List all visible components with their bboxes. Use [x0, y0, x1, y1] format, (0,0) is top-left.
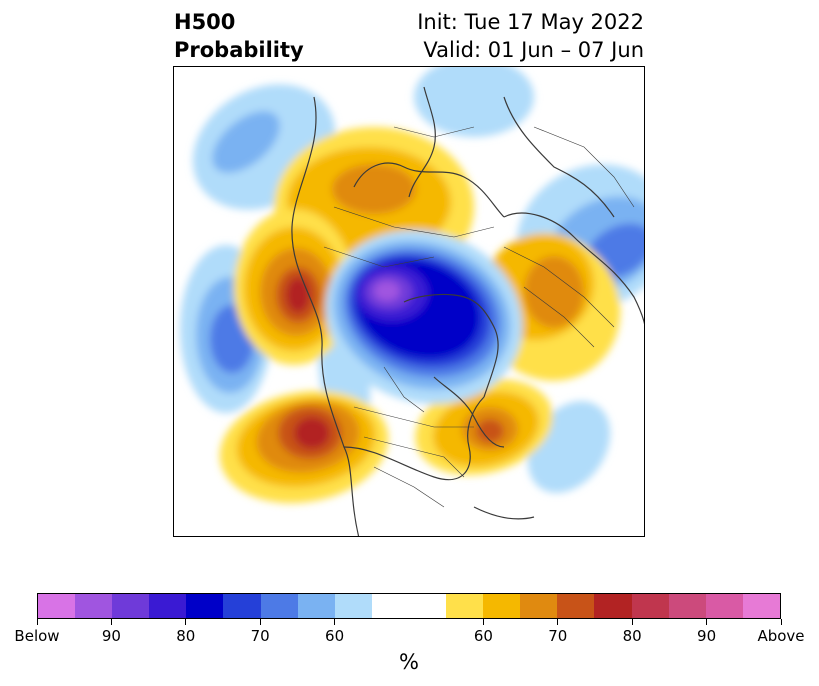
colorbar-tick — [706, 619, 708, 625]
west-russia-high — [477, 233, 621, 381]
colorbar-segment — [742, 594, 780, 618]
colorbar-segment — [446, 594, 484, 618]
colorbar-tick-label: Above — [757, 627, 805, 645]
colorbar-tick-label: 60 — [325, 627, 345, 645]
colorbar-tick-label: 90 — [697, 627, 717, 645]
colorbar-tick — [36, 619, 38, 625]
colorbar-segment — [149, 594, 187, 618]
colorbar-tick-label: Below — [14, 627, 60, 645]
colorbar-segment — [334, 594, 372, 618]
colorbar-tick — [482, 619, 484, 625]
colorbar-tick — [185, 619, 187, 625]
colorbar-segment — [186, 594, 224, 618]
colorbar-segment — [38, 594, 76, 618]
colorbar-segment — [594, 594, 632, 618]
colorbar-segment — [260, 594, 298, 618]
coastlines — [291, 86, 644, 536]
title-left: H500 Probability — [174, 8, 304, 64]
title-right: Init: Tue 17 May 2022 Valid: 01 Jun – 07… — [417, 8, 644, 64]
colorbar-tick — [259, 619, 261, 625]
colorbar-tick — [334, 619, 336, 625]
colorbar-tick-label: 80 — [622, 627, 642, 645]
colorbar-segment — [297, 594, 335, 618]
title-init: Init: Tue 17 May 2022 — [417, 10, 644, 34]
colorbar-segment — [705, 594, 743, 618]
colorbar-segment — [408, 594, 447, 618]
colorbar-segment — [631, 594, 669, 618]
colorbar-units-label: % — [399, 650, 419, 674]
western-europe-high — [234, 209, 354, 365]
colorbar-segment — [520, 594, 558, 618]
colorbar-segment — [668, 594, 706, 618]
east-asia-high — [415, 379, 553, 475]
western-us-high — [219, 390, 389, 504]
colorbar-tick-label: 80 — [176, 627, 196, 645]
colorbar-segment — [557, 594, 595, 618]
colorbar-tick-label: 90 — [101, 627, 121, 645]
colorbar — [37, 593, 781, 619]
colorbar-tick-label: 60 — [473, 627, 493, 645]
colorbar-tick — [780, 619, 782, 625]
colorbar-tick — [557, 619, 559, 625]
colorbar-tick — [631, 619, 633, 625]
map-panel — [173, 66, 645, 537]
arctic-light-blue — [414, 67, 534, 137]
political-borders — [323, 126, 635, 508]
colorbar-segment — [75, 594, 113, 618]
colorbar-tick-label: 70 — [548, 627, 568, 645]
title-subtitle: Probability — [174, 38, 304, 62]
polar-vortex-low — [325, 230, 523, 404]
colorbar-segment — [223, 594, 261, 618]
colorbar-segment — [112, 594, 150, 618]
map-svg — [180, 67, 644, 536]
colorbar-segment — [371, 594, 409, 618]
title-variable: H500 — [174, 10, 236, 34]
colorbar-tick-label: 70 — [250, 627, 270, 645]
colorbar-segment — [483, 594, 521, 618]
colorbar-tick — [110, 619, 112, 625]
title-valid: Valid: 01 Jun – 07 Jun — [423, 38, 644, 62]
